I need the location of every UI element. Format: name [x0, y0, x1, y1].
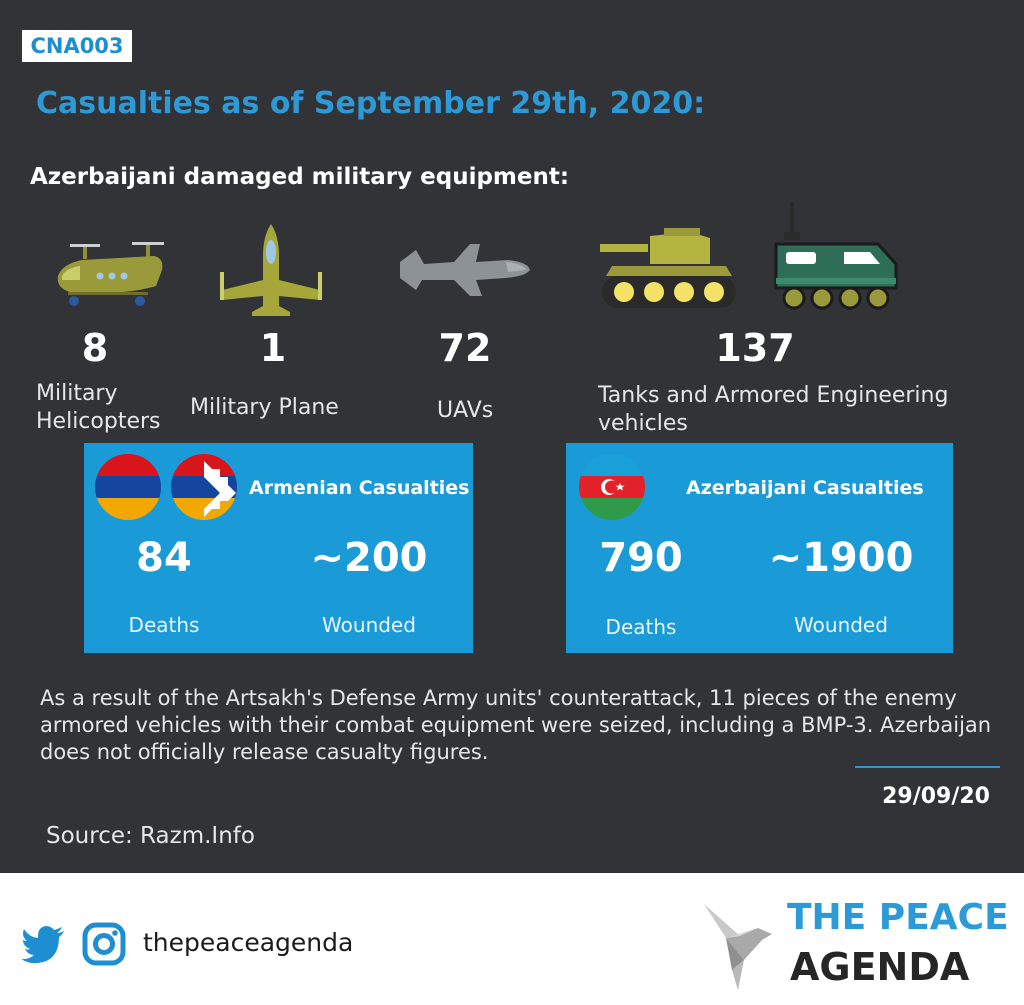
brand-line-2: AGENDA	[790, 945, 970, 989]
twitter-icon[interactable]	[22, 926, 66, 964]
armenian-casualties-title: Armenian Casualties	[249, 477, 470, 499]
uav-label: UAVs	[437, 398, 494, 423]
section-subtitle: Azerbaijani damaged military equipment:	[30, 164, 570, 190]
helicopter-icon	[57, 242, 164, 306]
dove-logo-icon	[704, 904, 772, 990]
armenian-deaths-label: Deaths	[128, 613, 200, 637]
code-badge: CNA003	[22, 30, 132, 62]
armenian-wounded-value: ~200	[310, 535, 428, 581]
divider	[855, 766, 1000, 768]
helicopters-count: 8	[81, 326, 109, 370]
date-stamp: 29/09/20	[882, 784, 990, 809]
azerbaijani-wounded-value: ~1900	[768, 535, 914, 581]
tanks-label: Tanks and Armored Engineering vehicles	[598, 383, 949, 436]
azerbaijani-casualties-title: Azerbaijani Casualties	[686, 477, 924, 499]
armenian-casualties-card: Armenian Casualties 84 ~200 Deaths Wound…	[84, 443, 473, 653]
armenia-flag-icon	[95, 454, 161, 520]
azerbaijani-wounded-label: Wounded	[794, 613, 888, 637]
uav-count: 72	[438, 326, 492, 370]
helicopters-label: Military Helicopters	[36, 381, 161, 434]
plane-label: Military Plane	[190, 395, 339, 420]
counterattack-note: As a result of the Artsakh's Defense Arm…	[40, 686, 992, 764]
azerbaijani-deaths-label: Deaths	[605, 615, 677, 639]
plane-count: 1	[259, 326, 287, 370]
content-panel	[0, 0, 1024, 873]
tanks-count: 137	[715, 326, 795, 370]
social-handle[interactable]: thepeaceagenda	[143, 928, 354, 957]
tank-icon	[600, 228, 736, 308]
source-credit: Source: Razm.Info	[46, 823, 255, 849]
artsakh-flag-icon	[171, 454, 237, 520]
uav-icon	[400, 244, 530, 296]
military-plane-icon	[220, 224, 322, 316]
armenian-wounded-label: Wounded	[322, 613, 416, 637]
footer-bar	[0, 873, 1024, 1005]
azerbaijani-deaths-value: 790	[599, 535, 683, 581]
azerbaijani-casualties-card: Azerbaijani Casualties 790 ~1900 Deaths …	[566, 443, 953, 653]
brand-line-1: THE PEACE	[787, 897, 1009, 938]
azerbaijan-flag-icon	[579, 454, 645, 520]
armored-vehicle-icon	[774, 202, 898, 310]
page-title: Casualties as of September 29th, 2020:	[36, 86, 706, 121]
instagram-icon[interactable]	[82, 922, 126, 966]
armenian-deaths-value: 84	[136, 535, 192, 581]
